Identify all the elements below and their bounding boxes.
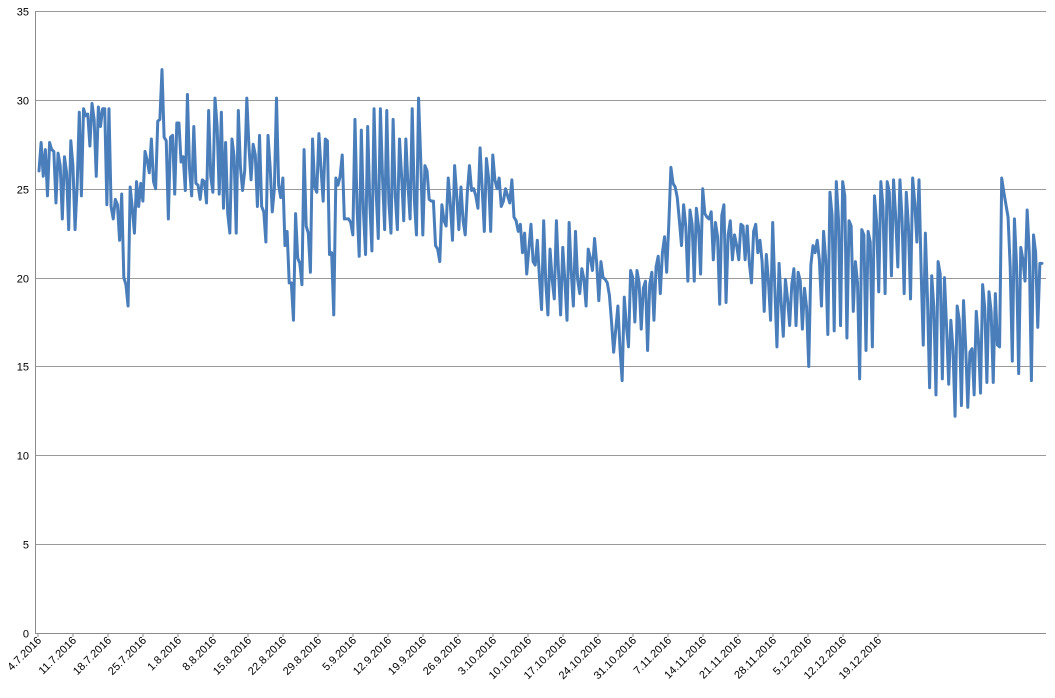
y-tick-label: 35: [17, 7, 29, 19]
y-tick-label: 20: [17, 274, 29, 286]
x-tick-label: 25.7.2016: [106, 635, 149, 678]
y-tick-label: 10: [17, 451, 29, 463]
x-axis-tick-labels: 4.7.201611.7.201618.7.201625.7.20161.8.2…: [5, 635, 884, 682]
gridlines: [35, 11, 1046, 545]
series-line-0: [37, 68, 1044, 418]
y-tick-label: 0: [23, 629, 29, 641]
y-axis-tick-labels: 0 5 10 15 20 25 30 35: [17, 7, 29, 641]
x-tick-label: 1.8.2016: [145, 635, 184, 674]
series-group: [37, 68, 1044, 418]
axes: [35, 11, 1046, 637]
y-tick-label: 30: [17, 96, 29, 108]
x-tick-label: 29.8.2016: [281, 635, 324, 678]
y-tick-label: 5: [23, 540, 29, 552]
y-tick-label: 25: [17, 185, 29, 197]
y-tick-label: 15: [17, 362, 29, 374]
